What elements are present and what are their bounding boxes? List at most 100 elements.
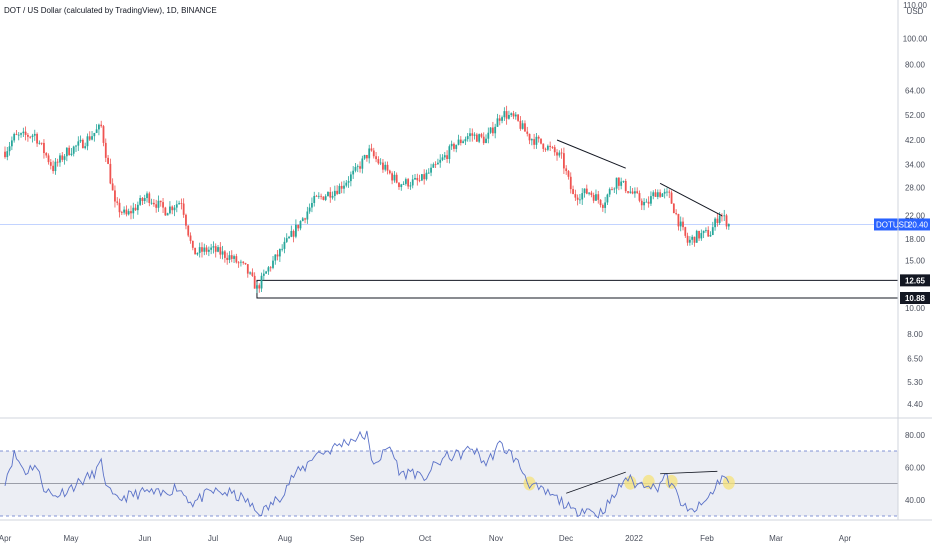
- candle[interactable]: [253, 272, 256, 289]
- candle[interactable]: [304, 217, 306, 224]
- candle[interactable]: [489, 127, 492, 134]
- candle[interactable]: [725, 213, 728, 230]
- candle[interactable]: [267, 266, 270, 275]
- candle[interactable]: [592, 192, 595, 204]
- candle[interactable]: [420, 173, 423, 182]
- candle[interactable]: [487, 127, 490, 144]
- candle[interactable]: [693, 236, 696, 247]
- candle[interactable]: [540, 138, 542, 145]
- candle[interactable]: [702, 230, 705, 239]
- candle[interactable]: [372, 147, 375, 159]
- candle[interactable]: [677, 213, 680, 231]
- candle[interactable]: [695, 229, 698, 243]
- candle[interactable]: [361, 155, 364, 174]
- candle[interactable]: [533, 133, 536, 150]
- candle[interactable]: [242, 261, 245, 265]
- candle[interactable]: [56, 158, 59, 167]
- rsi-highlight[interactable]: [642, 474, 655, 489]
- candle[interactable]: [336, 185, 339, 196]
- candle[interactable]: [437, 158, 439, 165]
- candle[interactable]: [102, 124, 105, 147]
- candle[interactable]: [480, 132, 483, 139]
- candle[interactable]: [682, 217, 684, 231]
- candle[interactable]: [558, 150, 561, 158]
- candle[interactable]: [398, 182, 400, 190]
- candle[interactable]: [721, 213, 723, 222]
- candle[interactable]: [276, 249, 279, 261]
- candle[interactable]: [130, 205, 132, 220]
- candle[interactable]: [352, 166, 355, 179]
- candle[interactable]: [416, 173, 419, 186]
- candle[interactable]: [634, 187, 636, 198]
- candle[interactable]: [36, 132, 38, 147]
- candle[interactable]: [466, 132, 469, 142]
- candle[interactable]: [556, 149, 558, 161]
- candle[interactable]: [368, 144, 371, 164]
- candle[interactable]: [6, 146, 9, 161]
- candle[interactable]: [185, 213, 187, 230]
- candle[interactable]: [127, 208, 130, 216]
- candle[interactable]: [146, 191, 148, 203]
- candle[interactable]: [686, 232, 689, 246]
- candle[interactable]: [446, 150, 448, 163]
- candle[interactable]: [659, 189, 662, 198]
- candle[interactable]: [223, 249, 226, 263]
- candle[interactable]: [31, 133, 34, 143]
- candle[interactable]: [118, 198, 121, 218]
- candle[interactable]: [228, 251, 231, 264]
- candle[interactable]: [63, 153, 66, 165]
- candle[interactable]: [462, 139, 465, 144]
- candle[interactable]: [68, 145, 71, 156]
- candle[interactable]: [388, 169, 391, 175]
- candle[interactable]: [47, 153, 50, 165]
- candle[interactable]: [544, 147, 547, 152]
- candle[interactable]: [244, 262, 247, 265]
- candle[interactable]: [711, 221, 714, 236]
- price-trendline[interactable]: [556, 139, 626, 169]
- candle[interactable]: [29, 135, 32, 139]
- candle[interactable]: [459, 136, 462, 146]
- candle[interactable]: [65, 147, 68, 162]
- candle[interactable]: [473, 132, 476, 140]
- candle[interactable]: [510, 112, 513, 117]
- candle[interactable]: [691, 234, 694, 245]
- candle[interactable]: [647, 196, 650, 208]
- candle[interactable]: [196, 252, 199, 256]
- candle[interactable]: [187, 225, 190, 238]
- candle[interactable]: [235, 253, 238, 264]
- candle[interactable]: [77, 136, 80, 151]
- candle[interactable]: [311, 197, 313, 213]
- candle[interactable]: [272, 255, 274, 270]
- candle[interactable]: [317, 192, 320, 199]
- candle[interactable]: [331, 191, 334, 200]
- candle[interactable]: [354, 162, 357, 173]
- candle[interactable]: [61, 152, 64, 162]
- candle[interactable]: [33, 129, 36, 141]
- candle[interactable]: [668, 189, 671, 199]
- candle[interactable]: [560, 148, 563, 159]
- candle[interactable]: [464, 136, 467, 146]
- candle[interactable]: [251, 268, 254, 277]
- candle[interactable]: [88, 131, 91, 142]
- candle[interactable]: [269, 266, 272, 272]
- candle[interactable]: [260, 272, 263, 292]
- candle[interactable]: [666, 187, 668, 197]
- candle[interactable]: [638, 190, 641, 203]
- candle[interactable]: [340, 181, 343, 194]
- candle[interactable]: [439, 154, 442, 168]
- candle[interactable]: [274, 254, 277, 265]
- candle[interactable]: [565, 165, 568, 175]
- candle[interactable]: [111, 178, 114, 191]
- candle[interactable]: [301, 217, 304, 222]
- candle[interactable]: [278, 248, 281, 262]
- candle[interactable]: [52, 160, 55, 174]
- candle[interactable]: [521, 120, 524, 130]
- candle[interactable]: [283, 237, 286, 254]
- candle[interactable]: [606, 193, 609, 205]
- candle[interactable]: [494, 123, 497, 139]
- rsi-trendline[interactable]: [566, 471, 626, 494]
- candle[interactable]: [661, 192, 664, 197]
- candle[interactable]: [136, 201, 139, 215]
- candle[interactable]: [93, 132, 96, 142]
- candle[interactable]: [528, 133, 531, 145]
